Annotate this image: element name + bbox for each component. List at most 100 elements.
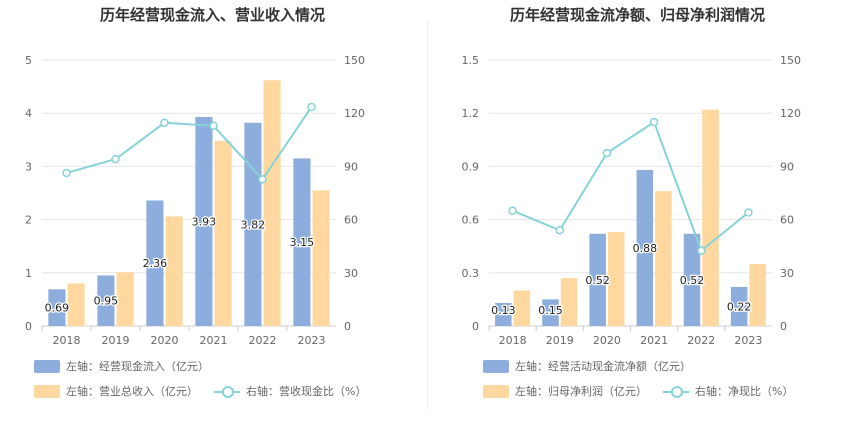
y-left-tick-label: 3 <box>25 160 32 173</box>
bar-blue <box>730 286 748 326</box>
y-left-tick-label: 5 <box>25 54 32 67</box>
bar-data-label: 0.22 <box>727 300 752 313</box>
bar-data-label: 0.52 <box>680 274 705 287</box>
x-tick-label: 2022 <box>687 334 715 347</box>
y-left-tick-label: 0 <box>472 320 479 333</box>
x-tick-label: 2023 <box>298 334 326 347</box>
bar-data-label: 0.69 <box>45 302 70 315</box>
legend-label[interactable]: 右轴：营收现金比（%） <box>246 385 367 398</box>
bar-orange <box>513 290 531 326</box>
line-point <box>307 102 316 112</box>
line-point <box>258 175 267 184</box>
bar-data-label: 3.82 <box>241 218 266 231</box>
y-right-tick-label: 90 <box>780 160 794 173</box>
bar-blue <box>146 200 164 326</box>
bar-data-label: 0.15 <box>538 304 563 317</box>
bar-orange <box>263 80 281 326</box>
y-right-tick-label: 150 <box>780 54 801 67</box>
bar-orange <box>655 191 672 326</box>
bar-orange <box>312 190 330 326</box>
y-right-tick-label: 60 <box>344 214 358 227</box>
y-right-tick-label: 120 <box>780 107 801 120</box>
chart-title: 历年经营现金流入、营业收入情况 <box>99 6 325 24</box>
chart-panel-left: 历年经营现金流入、营业收入情况 0 1 2 3 4 5 0 30 60 90 120 150 2018 2… <box>25 6 366 399</box>
y-right-tick-label: 30 <box>344 267 358 280</box>
y-left-tick-label: 1 <box>25 267 32 280</box>
bar-data-label: 3.15 <box>290 236 315 249</box>
line-series <box>66 106 313 181</box>
bar-data-label: 0.88 <box>633 242 658 255</box>
bar-data-label: 0.13 <box>491 304 516 317</box>
x-tick-label: 2018 <box>499 334 527 347</box>
line-point <box>649 117 659 127</box>
legend-row-2: 左轴：营业总收入（亿元） 右轴：营收现金比（%） <box>34 383 366 399</box>
y-left-tick-label: 4 <box>25 107 32 120</box>
bar-data-label: 3.93 <box>192 215 217 228</box>
bar-orange <box>702 109 719 326</box>
y-right-tick-label: 0 <box>780 320 787 333</box>
bar-orange <box>165 216 183 326</box>
bar-orange <box>560 278 578 326</box>
legend-row-1: 左轴：经营活动现金流净额（亿元） <box>483 358 691 374</box>
y-left-tick-label: 2 <box>25 214 32 227</box>
line-series <box>512 120 750 253</box>
x-tick-label: 2019 <box>102 334 130 347</box>
bar-data-label: 0.52 <box>585 274 610 287</box>
legend-swatch-bar-blue <box>34 359 60 373</box>
line-point <box>744 208 753 217</box>
bar-data-label: 0.95 <box>94 295 119 308</box>
y-left-tick-label: 0.3 <box>462 267 480 280</box>
bar-blue <box>589 233 606 326</box>
legend-label[interactable]: 右轴：净现比（%） <box>695 385 794 398</box>
bar-blue <box>636 169 654 326</box>
y-left-tick-label: 1.2 <box>462 107 480 120</box>
legend-swatch-line-icon <box>214 385 240 398</box>
line-point <box>160 118 169 128</box>
x-tick-label: 2021 <box>640 334 668 347</box>
bar-blue <box>293 158 311 326</box>
legend-label[interactable]: 左轴：经营活动现金流净额（亿元） <box>515 360 691 373</box>
bar-orange <box>67 283 85 326</box>
y-left-tick-label: 0 <box>25 320 32 333</box>
y-left-tick-label: 0.9 <box>462 160 480 173</box>
line-point <box>697 246 706 255</box>
bar-orange <box>607 232 625 326</box>
line-point <box>209 121 218 131</box>
legend-label[interactable]: 左轴：营业总收入（亿元） <box>66 385 198 398</box>
legend-label[interactable]: 左轴：归母净利润（亿元） <box>515 385 647 398</box>
y-right-tick-label: 30 <box>780 267 794 280</box>
line-point <box>111 154 120 164</box>
y-right-tick-label: 60 <box>780 214 794 227</box>
x-tick-label: 2018 <box>53 334 81 347</box>
bar-orange <box>749 263 766 326</box>
x-tick-label: 2020 <box>151 334 179 347</box>
y-right-tick-label: 150 <box>344 54 365 67</box>
legend-swatch-bar-orange <box>34 384 60 398</box>
bar-blue <box>495 302 512 326</box>
bar-data-label: 2.36 <box>143 257 168 270</box>
line-point <box>508 206 517 215</box>
bar-blue <box>195 116 213 326</box>
line-point <box>602 148 612 158</box>
line-point <box>555 225 564 235</box>
x-tick-label: 2019 <box>546 334 574 347</box>
y-left-tick-label: 1.5 <box>462 54 480 67</box>
legend-row-1: 左轴：经营现金流入（亿元） <box>34 358 209 374</box>
chart-area: 0 1 2 3 4 5 0 30 60 90 120 150 2018 2019 2020 2021 2022 2… <box>25 54 365 347</box>
bar-orange <box>116 272 134 326</box>
line-point <box>62 168 71 178</box>
y-right-tick-label: 90 <box>344 160 358 173</box>
legend-swatch-bar-blue <box>483 359 509 373</box>
y-right-tick-label: 0 <box>344 320 351 333</box>
bar-blue <box>542 299 559 326</box>
legend-swatch-bar-orange <box>483 384 509 398</box>
bar-blue <box>683 233 701 326</box>
legend-row-2: 左轴：归母净利润（亿元） 右轴：净现比（%） <box>483 383 793 399</box>
legend-label[interactable]: 左轴：经营现金流入（亿元） <box>66 360 209 373</box>
bar-orange <box>214 140 232 326</box>
bar-blue <box>97 275 115 326</box>
panel-divider <box>427 20 428 410</box>
x-tick-label: 2023 <box>734 334 762 347</box>
y-left-tick-label: 0.6 <box>462 214 480 227</box>
x-tick-label: 2021 <box>200 334 228 347</box>
